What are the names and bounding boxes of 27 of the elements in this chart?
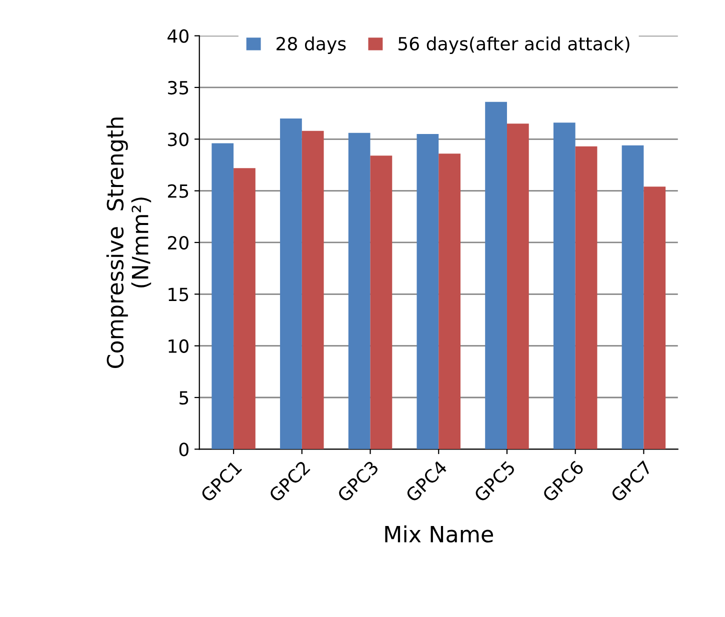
- bar: [302, 130, 324, 450]
- y-tick-label: 20: [168, 236, 188, 250]
- bar: [438, 154, 460, 450]
- bar: [485, 102, 507, 450]
- bar: [348, 132, 370, 450]
- bar: [622, 145, 644, 450]
- bar: [212, 143, 234, 450]
- y-tick-label: 30: [168, 132, 188, 146]
- y-tick-label: 0: [179, 442, 188, 456]
- bar: [280, 118, 302, 450]
- y-tick-label: 5: [180, 391, 188, 405]
- y-tick-label: 40: [168, 29, 188, 43]
- y-tick-label: 10: [168, 339, 188, 353]
- bar: [370, 156, 392, 450]
- bar: [416, 134, 439, 450]
- bar: [553, 122, 576, 450]
- bar: [506, 124, 529, 450]
- legend-label: 56 days(after acid attack): [398, 36, 630, 54]
- y-tick-label: 25: [168, 184, 188, 198]
- y-axis-title: Compressive Strength (N/mm²): [106, 118, 152, 368]
- x-axis-title: Mix Name: [385, 525, 493, 543]
- legend-label: 28 days: [276, 36, 346, 54]
- bar: [234, 168, 256, 450]
- y-tick-label: 35: [168, 80, 188, 95]
- bar: [644, 186, 666, 450]
- bar: [575, 146, 598, 450]
- y-tick-label: 15: [168, 288, 188, 302]
